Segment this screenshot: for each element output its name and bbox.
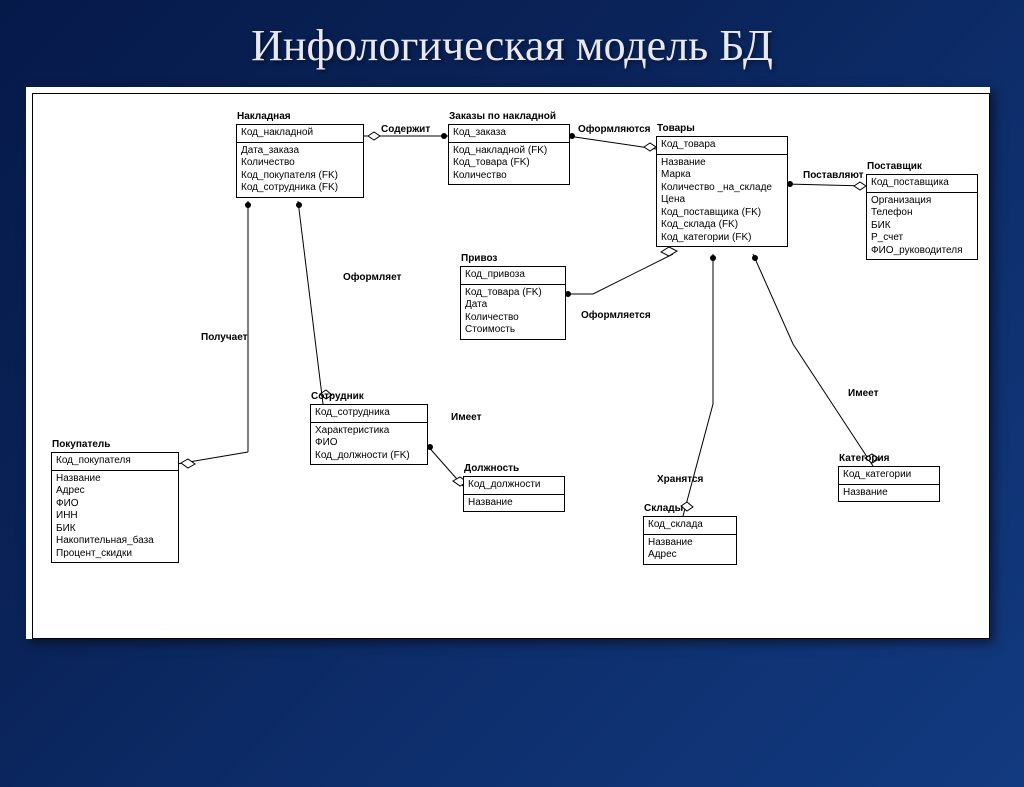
rel-poluchaet: Получает [201,332,248,343]
rel-oformlyayutsya: Оформляются [578,124,651,135]
entity-pk: Код_накладной [237,125,363,143]
entity-attrs: Дата_заказа Количество Код_покупателя (F… [237,143,363,197]
entity-pk: Код_привоза [461,267,565,285]
entity-title: Склады [644,503,683,516]
entity-title: Покупатель [52,439,110,452]
rel-imeet2: Имеет [848,388,878,399]
entity-attrs: Организация Телефон БИК Р_счет ФИО_руков… [867,193,977,260]
entity-dolzhnost: Должность Код_должности Название [463,476,565,512]
entity-pk: Код_заказа [449,125,569,143]
entity-title: Сотрудник [311,391,364,404]
entity-title: Должность [464,463,519,476]
entity-attrs: Код_накладной (FK) Код_товара (FK) Колич… [449,143,569,185]
entity-title: Накладная [237,111,291,124]
entity-pk: Код_сотрудника [311,405,427,423]
entity-attrs: Название [839,485,939,502]
entity-kategoriya: Категория Код_категории Название [838,466,940,502]
entity-title: Категория [839,453,889,466]
entity-title: Товары [657,123,695,136]
rel-postavlyayut: Поставляют [803,170,864,181]
diagram-panel: Накладная Код_накладной Дата_заказа Коли… [26,87,990,639]
entity-tovary: Товары Код_товара Название Марка Количес… [656,136,788,247]
entity-sklady: Склады Код_склада Название Адрес [643,516,737,565]
entity-title: Привоз [461,253,497,266]
entity-attrs: Характеристика ФИО Код_должности (FK) [311,423,427,465]
entity-attrs: Название Адрес [644,535,736,564]
diagram-border: Накладная Код_накладной Дата_заказа Коли… [32,93,990,639]
entity-title: Заказы по накладной [449,111,556,124]
entity-pk: Код_покупателя [52,453,178,471]
entity-nakladnaya: Накладная Код_накладной Дата_заказа Коли… [236,124,364,198]
entity-pokupatel: Покупатель Код_покупателя Название Адрес… [51,452,179,563]
entity-attrs: Код_товара (FK) Дата Количество Стоимост… [461,285,565,339]
entity-sotrudnik: Сотрудник Код_сотрудника Характеристика … [310,404,428,465]
slide-title: Инфологическая модель БД [0,20,1024,71]
entity-pk: Код_должности [464,477,564,495]
entity-attrs: Название Адрес ФИО ИНН БИК Накопительная… [52,471,178,563]
entity-pk: Код_склада [644,517,736,535]
rel-soderzhit: Содержит [381,124,430,135]
entity-zakazy: Заказы по накладной Код_заказа Код_накла… [448,124,570,185]
entity-attrs: Название [464,495,564,512]
entity-pk: Код_категории [839,467,939,485]
entity-postavshchik: Поставщик Код_поставщика Организация Тел… [866,174,978,260]
entity-attrs: Название Марка Количество _на_складе Цен… [657,155,787,247]
rel-khranyatsya: Хранятся [657,474,703,485]
rel-imeet1: Имеет [451,412,481,423]
rel-oformlyaetsya: Оформляется [581,310,651,321]
rel-oformlyaet: Оформляет [343,272,401,283]
entity-pk: Код_товара [657,137,787,155]
entity-title: Поставщик [867,161,922,174]
entity-privoz: Привоз Код_привоза Код_товара (FK) Дата … [460,266,566,340]
entity-pk: Код_поставщика [867,175,977,193]
